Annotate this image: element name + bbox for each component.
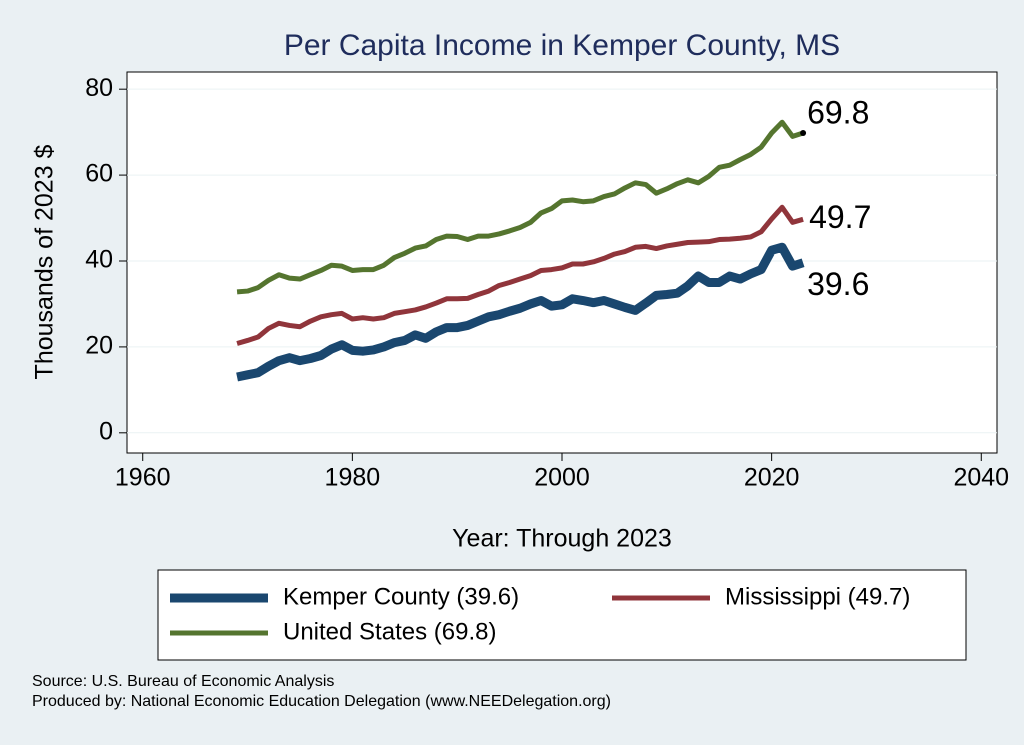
data-label: 39.6 [807, 266, 869, 302]
y-tick-label: 80 [85, 74, 113, 102]
data-label: 69.8 [807, 94, 869, 130]
y-tick-label: 60 [85, 160, 113, 188]
data-label: 49.7 [809, 199, 871, 235]
x-tick-label: 2040 [953, 464, 1009, 492]
legend-label: Mississippi (49.7) [725, 583, 910, 610]
x-tick-label: 1980 [325, 464, 381, 492]
y-tick-label: 40 [85, 246, 113, 274]
y-tick-label: 20 [85, 332, 113, 360]
legend-label: Kemper County (39.6) [283, 583, 519, 610]
chart-title: Per Capita Income in Kemper County, MS [284, 29, 840, 62]
plot-area [126, 71, 998, 454]
x-tick-label: 2020 [744, 464, 800, 492]
x-tick-label: 1960 [115, 464, 171, 492]
x-axis-label: Year: Through 2023 [452, 525, 672, 553]
source-note: Source: U.S. Bureau of Economic Analysis [32, 673, 334, 690]
series-line [236, 119, 804, 295]
series-line [236, 204, 804, 346]
producer-note: Produced by: National Economic Education… [32, 693, 611, 710]
end-marker [800, 129, 807, 136]
y-tick-label: 0 [99, 417, 113, 445]
y-axis-label: Thousands of 2023 $ [31, 144, 59, 379]
series-line [236, 242, 805, 382]
x-tick-label: 2000 [534, 464, 590, 492]
legend-label: United States (69.8) [283, 618, 496, 645]
legend [157, 569, 967, 661]
